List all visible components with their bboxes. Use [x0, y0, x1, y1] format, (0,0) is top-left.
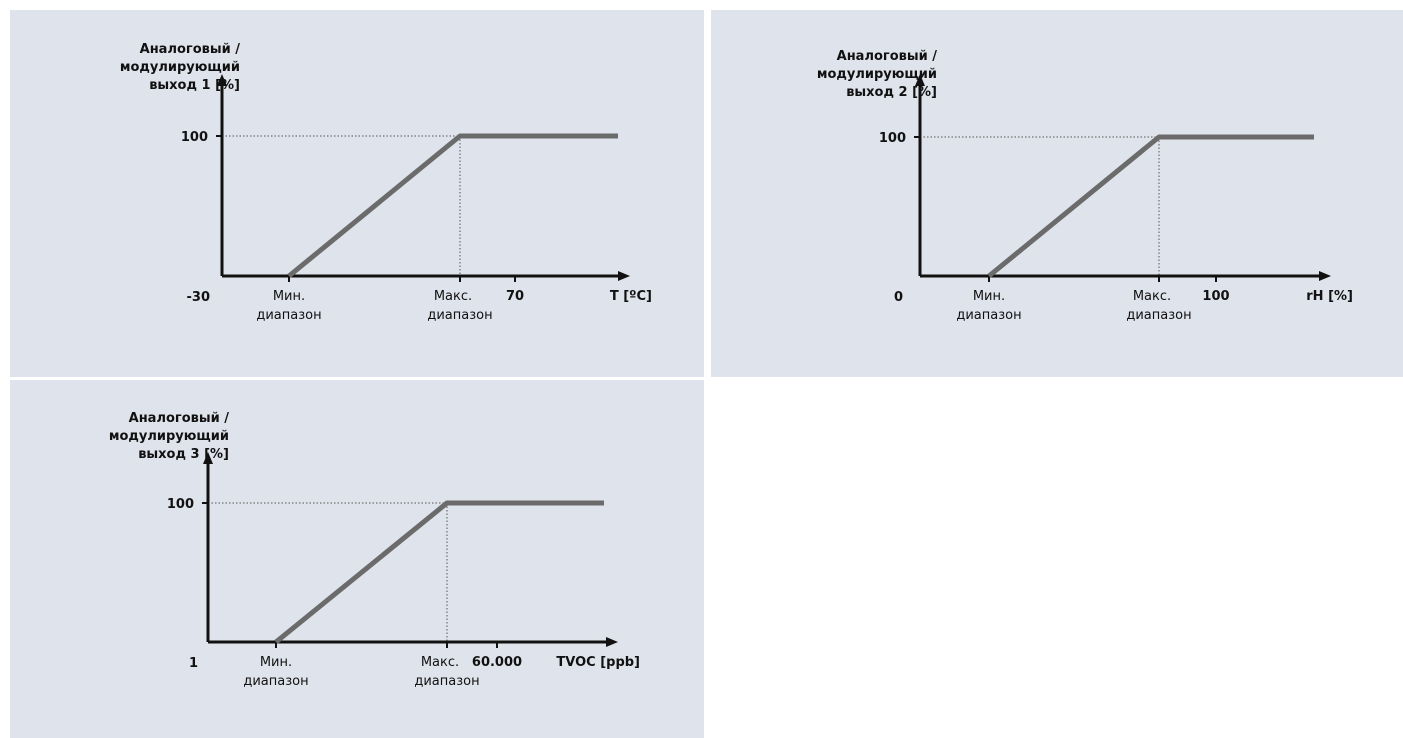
x-axis-title: rH [%] — [1306, 289, 1353, 304]
x-end-label: 100 — [1202, 289, 1229, 304]
x-end-label: 70 — [506, 289, 524, 304]
y-axis-label: Аналоговый / — [140, 42, 241, 57]
chart-svg-temperature: Аналоговый / модулирующий выход 1 [%] 100 -3… — [120, 42, 652, 323]
chart-panel-tvoc: Аналоговый / модулирующий выход 3 [%] 100 1 М… — [10, 380, 704, 738]
y-axis-label: выход 2 [%] — [846, 85, 937, 100]
chart-svg-tvoc: Аналоговый / модулирующий выход 3 [%] 100 1 М… — [109, 411, 640, 689]
y-axis-label: выход 1 [%] — [149, 78, 240, 93]
range-max-label: диапазон — [414, 674, 479, 689]
range-min-label: диапазон — [956, 308, 1021, 323]
x-origin-label: -30 — [187, 290, 211, 305]
y-axis-arrow — [915, 74, 925, 86]
y-axis-label: модулирующий — [817, 67, 937, 82]
y-axis-arrow — [203, 452, 213, 464]
y-axis-label: Аналоговый / — [129, 411, 230, 426]
y-axis-label: модулирующий — [109, 429, 229, 444]
range-min-label: Мин. — [973, 289, 1005, 304]
range-max-label: диапазон — [1126, 308, 1191, 323]
range-max-label: диапазон — [427, 308, 492, 323]
y-axis-label: Аналоговый / — [837, 49, 938, 64]
range-min-label: диапазон — [256, 308, 321, 323]
range-max-label: Макс. — [434, 289, 472, 304]
y-axis-label: выход 3 [%] — [138, 447, 229, 462]
range-min-label: диапазон — [243, 674, 308, 689]
range-max-label: Макс. — [421, 655, 459, 670]
chart-svg-humidity: Аналоговый / модулирующий выход 2 [%] 100 0 М… — [817, 49, 1353, 323]
x-axis-title: TVOC [ppb] — [556, 655, 640, 670]
x-axis-title: T [ºC] — [610, 289, 652, 304]
chart-panel-temperature: Аналоговый / модулирующий выход 1 [%] 100 -3… — [10, 10, 704, 377]
chart-panel-humidity: Аналоговый / модулирующий выход 2 [%] 100 0 М… — [711, 10, 1403, 377]
range-min-label: Мин. — [260, 655, 292, 670]
series-line — [274, 500, 604, 644]
y-tick-label-100: 100 — [167, 497, 194, 512]
x-end-label: 60.000 — [472, 655, 522, 670]
series-line — [287, 133, 618, 278]
range-max-label: Макс. — [1133, 289, 1171, 304]
x-axis-arrow — [606, 637, 618, 647]
x-axis-arrow — [618, 271, 630, 281]
y-tick-label-100: 100 — [181, 130, 208, 145]
x-axis-arrow — [1319, 271, 1331, 281]
range-min-label: Мин. — [273, 289, 305, 304]
x-origin-label: 0 — [894, 290, 903, 305]
y-tick-label-100: 100 — [879, 131, 906, 146]
y-axis-label: модулирующий — [120, 60, 240, 75]
y-axis-arrow — [217, 74, 227, 86]
x-origin-label: 1 — [189, 656, 198, 671]
series-line — [987, 134, 1314, 278]
